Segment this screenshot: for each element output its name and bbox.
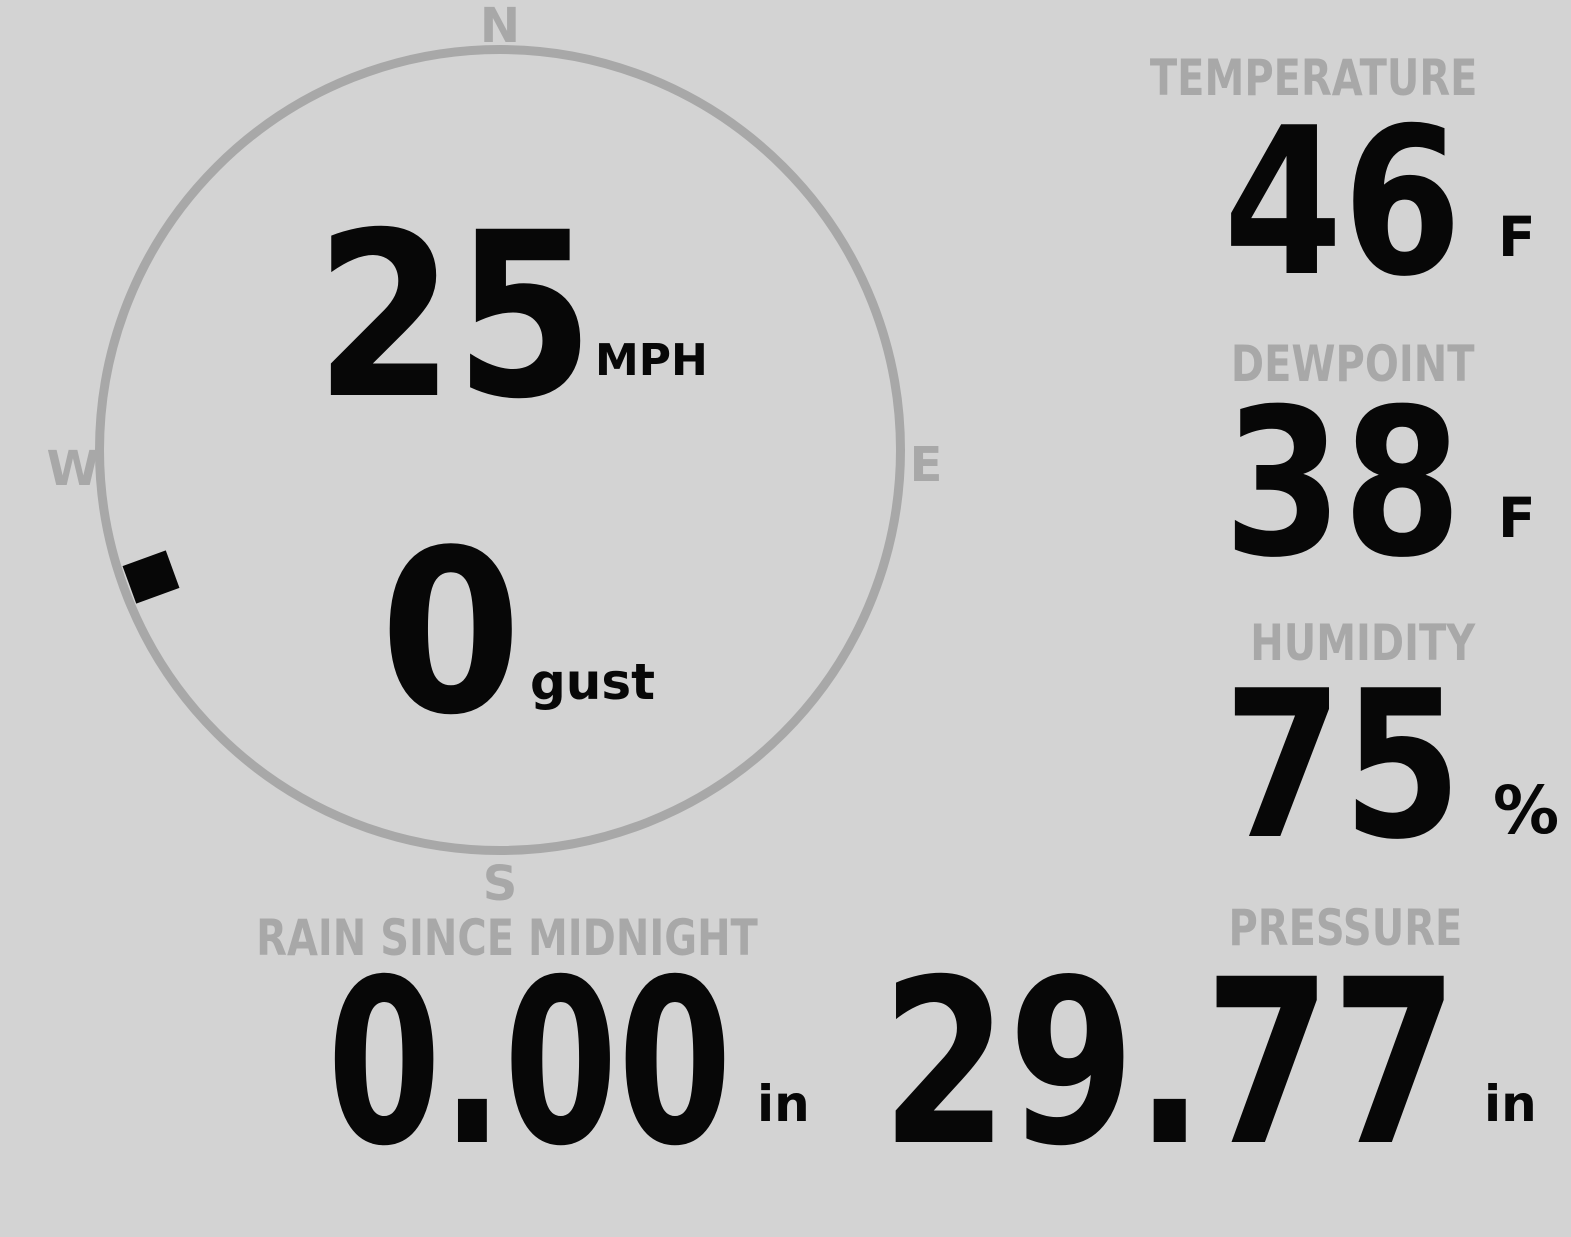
compass-label-south: S [482,856,518,912]
wind-gust-label: gust [530,653,656,711]
temperature-value: 46 [1223,85,1462,322]
dewpoint-label: DEWPOINT [1231,335,1475,393]
temperature-label: TEMPERATURE [1149,49,1477,107]
temperature-unit: F [1498,205,1536,269]
pressure-value: 29.77 [881,930,1458,1196]
wind-compass: N E S W 25 MPH 0 gust [47,2,943,908]
compass-ring [95,45,905,855]
wind-speed-unit: MPH [595,335,708,386]
compass-label-east: E [909,437,943,493]
humidity-value: 75 [1223,648,1462,885]
compass-label-west: W [46,441,100,497]
wind-speed-value: 25 [315,183,595,449]
wind-gust-value: 0 [380,502,522,765]
pressure-unit: in [1484,1075,1537,1133]
rain-value: 0.00 [327,930,733,1196]
pressure-label: PRESSURE [1228,899,1462,957]
rain-label: RAIN SINCE MIDNIGHT [256,909,758,967]
humidity-unit: % [1493,772,1560,849]
humidity-label: HUMIDITY [1250,614,1475,672]
dewpoint-value: 38 [1223,366,1462,603]
dewpoint-unit: F [1498,486,1536,550]
rain-unit: in [757,1075,810,1133]
compass-label-north: N [479,0,521,54]
